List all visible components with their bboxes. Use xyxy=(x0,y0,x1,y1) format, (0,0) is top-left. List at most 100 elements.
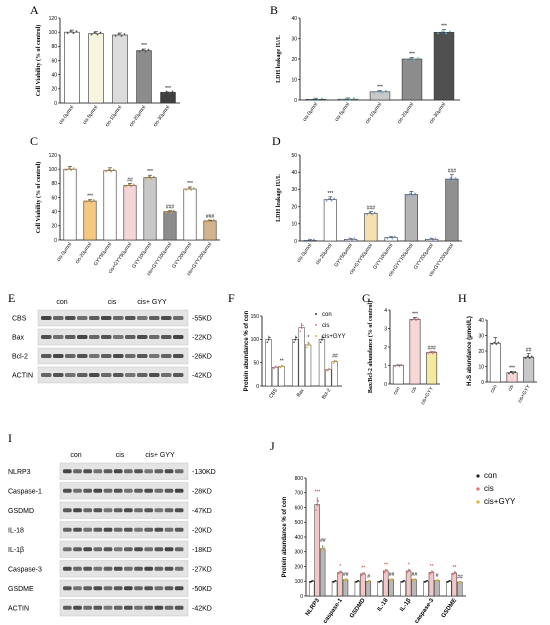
blot-band xyxy=(144,488,153,493)
data-point xyxy=(386,569,388,571)
x-tick-label: cis-20μmol xyxy=(315,243,334,266)
bar-con xyxy=(331,581,338,597)
data-point xyxy=(408,569,411,571)
blot-band xyxy=(137,373,148,377)
y-tick-label: 60 xyxy=(51,58,57,64)
significance-mark: ### xyxy=(427,346,436,352)
data-point xyxy=(383,571,386,574)
blot-band xyxy=(73,605,82,610)
data-point xyxy=(355,581,357,583)
significance-mark: ## xyxy=(457,575,463,581)
data-point xyxy=(431,352,434,355)
data-point xyxy=(112,168,115,171)
blot-band xyxy=(124,586,133,591)
data-point xyxy=(493,341,496,344)
protein-label: Bcl-2 xyxy=(12,354,28,361)
bar-0 xyxy=(63,168,77,241)
y-tick-label: 20 xyxy=(51,87,57,93)
bar-con xyxy=(377,581,383,597)
y-tick-label: 100 xyxy=(49,167,58,173)
data-point xyxy=(414,192,417,195)
blot-band xyxy=(125,373,136,377)
x-tick-label: cis-5μmol xyxy=(334,102,351,123)
chart-h: 0 10 20 30 40 H₂S abundance (μmol/L) con *** cis… xyxy=(467,316,537,404)
bar-con xyxy=(446,581,452,597)
data-point xyxy=(321,339,323,341)
data-point xyxy=(396,363,399,366)
y-tick-label: 40 xyxy=(478,318,484,324)
data-point xyxy=(345,97,347,100)
bar-4 xyxy=(143,177,157,241)
bar-cisgyy xyxy=(388,579,394,597)
blot-band xyxy=(73,469,82,474)
data-point xyxy=(117,33,120,35)
data-point xyxy=(453,572,456,575)
data-point xyxy=(460,580,462,583)
protein-label: ACTIN xyxy=(12,373,33,380)
data-point xyxy=(307,344,309,347)
data-point xyxy=(391,578,394,580)
bar-cis xyxy=(451,572,458,597)
blot-band xyxy=(113,586,123,591)
data-point xyxy=(141,48,144,51)
data-point xyxy=(312,238,315,241)
panel-label-b: B xyxy=(270,3,278,17)
bar-0 xyxy=(392,365,404,385)
y-tick-label: 50 xyxy=(253,360,259,366)
bar-3 xyxy=(123,185,137,241)
data-point xyxy=(406,194,409,197)
data-point xyxy=(338,573,340,575)
y-tick-label: 120 xyxy=(49,16,58,22)
y-tick-label: 40 xyxy=(291,170,297,176)
blot-band xyxy=(134,469,143,474)
significance-mark: ** xyxy=(430,564,434,570)
y-tick-label: 0 xyxy=(481,380,484,386)
x-tick-label: GYY50μmol xyxy=(93,242,113,268)
x-tick-label: cis-5μmol xyxy=(82,105,99,126)
data-point xyxy=(403,579,406,582)
data-point xyxy=(152,175,155,178)
blot-band xyxy=(174,605,184,610)
blot-band xyxy=(93,605,103,610)
data-point xyxy=(114,35,117,37)
data-point xyxy=(333,361,336,363)
data-point xyxy=(436,579,438,582)
data-point xyxy=(171,90,174,93)
x-tick-label: cis xyxy=(410,386,419,395)
bar-con xyxy=(265,339,272,387)
significance-mark: *** xyxy=(315,489,321,495)
data-point xyxy=(332,362,335,364)
data-point xyxy=(368,211,371,214)
y-tick-label: 20 xyxy=(478,349,484,355)
blot-band xyxy=(134,605,143,610)
blot-band xyxy=(113,469,123,474)
data-point xyxy=(508,372,510,375)
group-label: cis+ GYY xyxy=(145,452,175,459)
blot-band xyxy=(101,335,112,339)
blot-band xyxy=(65,354,76,358)
y-tick-label: 30 xyxy=(291,187,297,193)
bar-4 xyxy=(160,92,176,104)
data-point xyxy=(454,571,457,574)
significance-mark: *** xyxy=(147,169,153,175)
data-point xyxy=(449,30,451,33)
bar-cis xyxy=(360,573,366,597)
x-tick-label: cis-0μmol xyxy=(56,242,73,263)
bar-3 xyxy=(364,213,378,242)
data-point xyxy=(449,177,452,179)
data-point xyxy=(309,581,312,583)
blot-band xyxy=(137,335,148,339)
bar-2 xyxy=(103,170,117,241)
blot-band xyxy=(124,527,133,532)
legend-label: cis+GYY xyxy=(484,497,516,506)
blot-band xyxy=(103,605,113,610)
panel-label-i: I xyxy=(8,431,12,445)
data-point xyxy=(413,317,415,320)
data-point xyxy=(458,581,461,583)
data-point xyxy=(426,579,428,582)
data-point xyxy=(445,32,447,35)
blot-band xyxy=(164,547,174,552)
legend-label: con xyxy=(322,312,332,318)
blot-band xyxy=(134,586,143,591)
